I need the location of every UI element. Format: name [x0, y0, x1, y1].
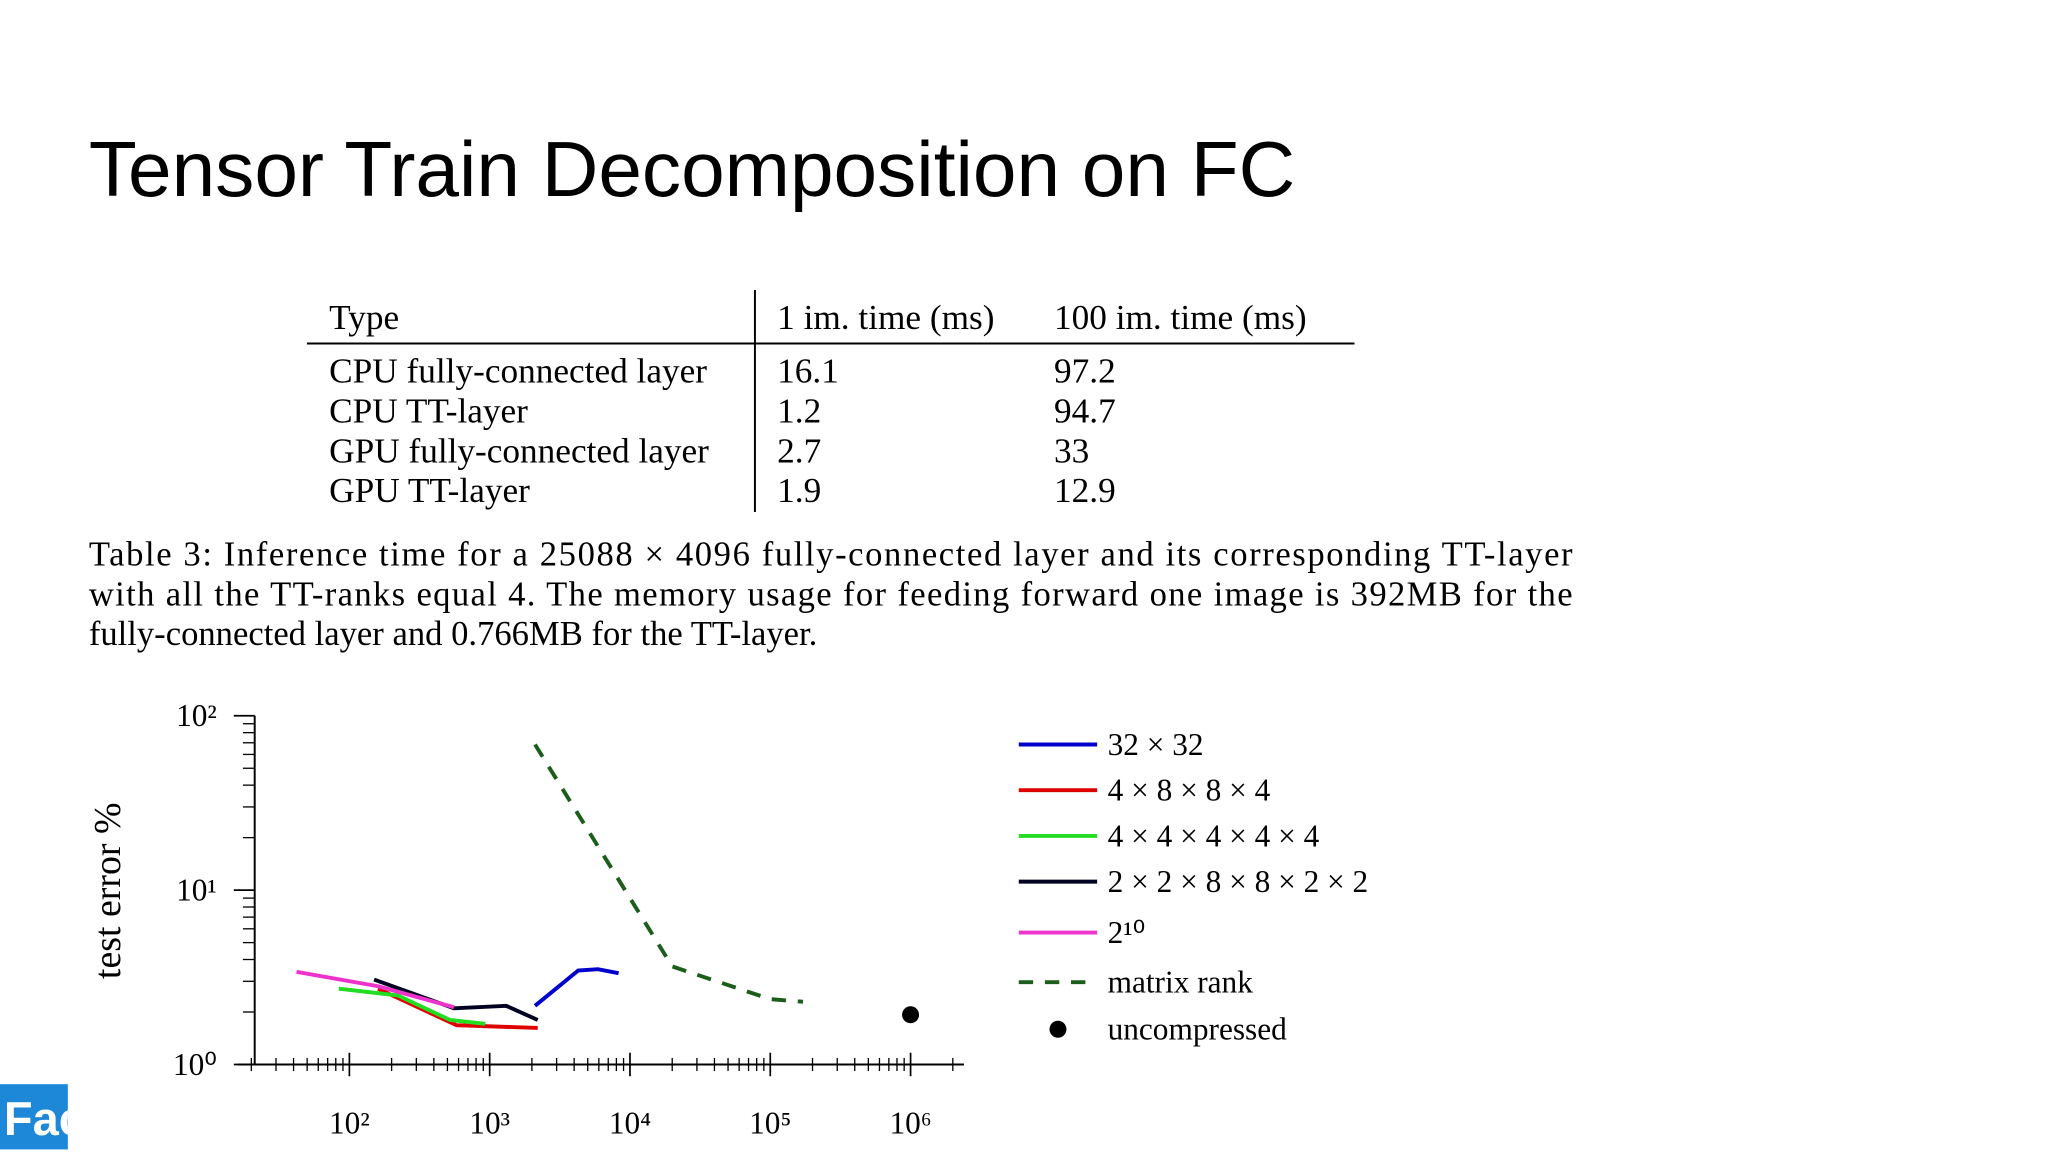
- table-cell: 33: [1054, 431, 1089, 470]
- x-tick-label: 10⁴: [609, 1106, 651, 1141]
- table-cell: 94.7: [1054, 392, 1116, 431]
- caption-line: with all the TT-ranks equal 4. The memor…: [89, 575, 1573, 613]
- table-cell: 2.7: [777, 431, 821, 470]
- y-tick-label: 10⁰: [173, 1047, 217, 1082]
- x-tick-label: 10⁵: [749, 1106, 791, 1141]
- caption-line: fully-connected layer and 0.766MB for th…: [89, 615, 818, 653]
- table-cell: CPU fully-connected layer: [329, 352, 707, 391]
- logo: Fac: [0, 1084, 85, 1150]
- x-tick-label: 10⁶: [889, 1106, 931, 1141]
- series-line: [533, 967, 619, 1008]
- logo-text: Fac: [4, 1092, 85, 1145]
- series-line: [338, 986, 486, 1026]
- y-tick-label: 10¹: [176, 873, 217, 908]
- legend-label: 2 × 2 × 8 × 8 × 2 × 2: [1108, 864, 1369, 899]
- legend-label: 4 × 4 × 4 × 4 × 4: [1108, 818, 1320, 853]
- legend-label: 32 × 32: [1108, 727, 1204, 762]
- legend-label: 4 × 8 × 8 × 4: [1108, 773, 1271, 808]
- table-header: Type: [329, 298, 399, 337]
- table-cell: 1.2: [777, 392, 821, 431]
- series-line: [373, 977, 539, 1022]
- data-point: [902, 1006, 920, 1024]
- caption-line: Table 3: Inference time for a 25088 × 40…: [89, 536, 1573, 574]
- y-tick-label: 10²: [176, 698, 217, 733]
- table-cell: 16.1: [777, 352, 839, 391]
- legend-label: uncompressed: [1108, 1012, 1288, 1047]
- y-axis-label: test error %: [87, 802, 129, 979]
- legend-label: 2¹⁰: [1108, 915, 1146, 950]
- legend-swatch: [1049, 1020, 1067, 1038]
- x-tick-label: 10³: [469, 1106, 510, 1141]
- x-tick-label: 10²: [329, 1106, 370, 1141]
- series-line: [296, 969, 455, 1010]
- logo-box: [0, 1084, 68, 1150]
- legend-label: matrix rank: [1108, 965, 1254, 1000]
- table-cell: 12.9: [1054, 471, 1116, 510]
- slide-title: Tensor Train Decomposition on FC: [89, 125, 1295, 213]
- table-cell: GPU TT-layer: [329, 471, 530, 510]
- table-cell: 1.9: [777, 471, 821, 510]
- table-cell: CPU TT-layer: [329, 392, 528, 431]
- table-cell: GPU fully-connected layer: [329, 431, 709, 470]
- table-header: 100 im. time (ms): [1054, 298, 1307, 337]
- table-header: 1 im. time (ms): [777, 298, 994, 337]
- table-cell: 97.2: [1054, 352, 1116, 391]
- series-line: [377, 986, 538, 1030]
